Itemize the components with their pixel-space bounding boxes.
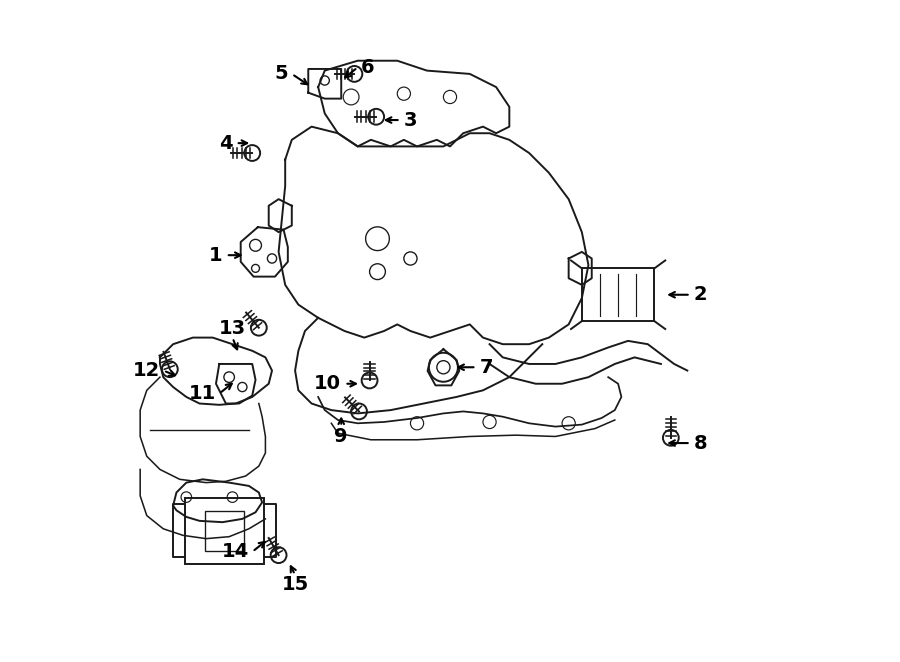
Bar: [581, 268, 654, 321]
Text: 14: 14: [221, 542, 249, 561]
Text: 4: 4: [219, 134, 232, 153]
Text: 8: 8: [694, 434, 707, 453]
Text: 7: 7: [480, 357, 493, 377]
Text: 13: 13: [219, 318, 246, 338]
Text: 2: 2: [694, 285, 707, 305]
Bar: [185, 498, 264, 564]
Text: 1: 1: [209, 246, 222, 265]
Text: 9: 9: [335, 426, 348, 446]
Text: 12: 12: [132, 361, 160, 380]
Text: 15: 15: [282, 575, 309, 594]
Text: 10: 10: [314, 374, 341, 393]
Text: 6: 6: [361, 58, 374, 77]
Text: 5: 5: [274, 64, 289, 83]
Text: 11: 11: [189, 384, 216, 403]
Bar: [205, 511, 244, 551]
Text: 3: 3: [404, 111, 418, 130]
